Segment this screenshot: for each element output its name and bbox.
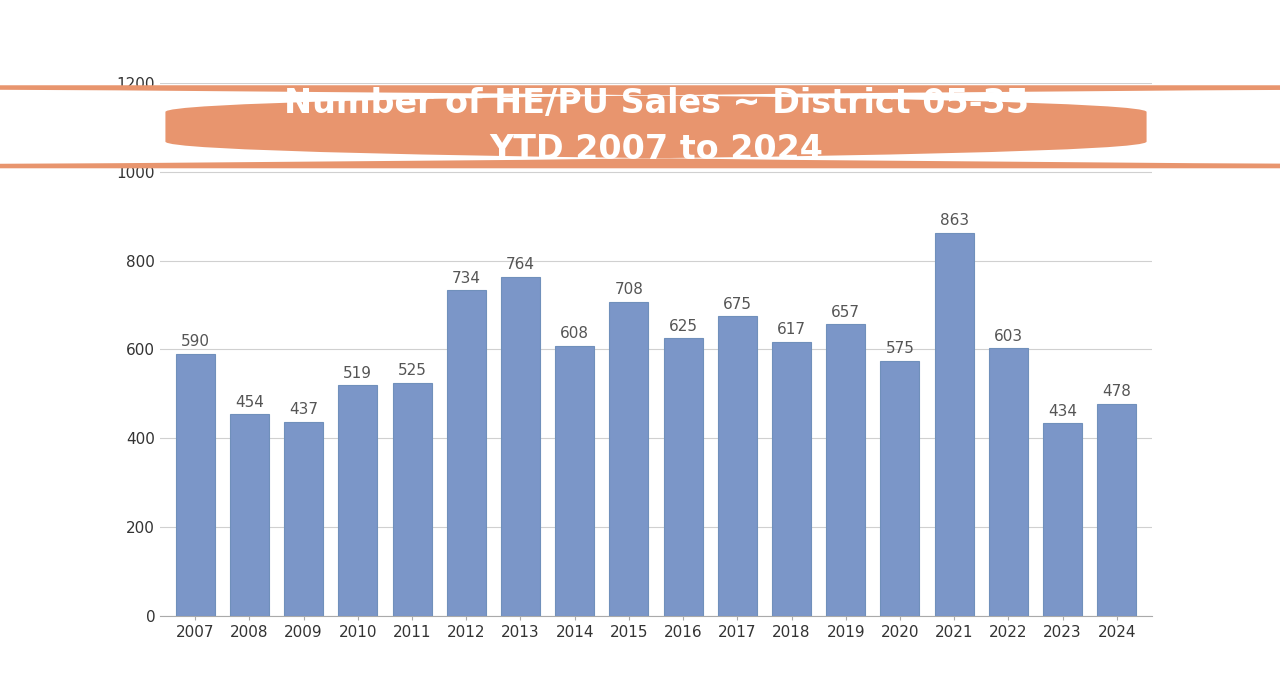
Bar	[284, 422, 323, 616]
Text: 478: 478	[1102, 384, 1132, 399]
Text: 525: 525	[398, 363, 426, 379]
Text: 734: 734	[452, 271, 481, 286]
Text: 657: 657	[831, 304, 860, 320]
Bar	[1043, 424, 1082, 616]
Bar	[230, 415, 269, 616]
Text: 575: 575	[886, 341, 914, 356]
Bar	[663, 338, 703, 616]
FancyBboxPatch shape	[0, 85, 1280, 168]
Text: 454: 454	[236, 395, 264, 410]
Text: 708: 708	[614, 282, 644, 297]
Bar	[500, 277, 540, 616]
Text: 625: 625	[668, 319, 698, 334]
Text: 608: 608	[561, 327, 589, 341]
Text: 519: 519	[343, 366, 372, 381]
Bar	[556, 346, 594, 616]
Bar	[718, 316, 756, 616]
Text: 675: 675	[723, 297, 751, 311]
Bar	[447, 290, 486, 616]
Text: 617: 617	[777, 322, 806, 338]
Bar	[338, 385, 378, 616]
Bar	[989, 348, 1028, 616]
Text: 863: 863	[940, 213, 969, 228]
Text: 434: 434	[1048, 403, 1076, 419]
Text: 603: 603	[993, 329, 1023, 344]
Bar	[934, 233, 974, 616]
Bar	[609, 302, 649, 616]
Bar	[393, 383, 431, 616]
Bar	[772, 342, 812, 616]
Text: 590: 590	[180, 334, 210, 349]
Text: 437: 437	[289, 402, 319, 417]
Text: Number of HE/PU Sales ~ District 05-35
YTD 2007 to 2024: Number of HE/PU Sales ~ District 05-35 Y…	[283, 87, 1029, 166]
Bar	[881, 361, 919, 616]
Bar	[175, 354, 215, 616]
Text: 764: 764	[506, 257, 535, 272]
Bar	[826, 324, 865, 616]
Bar	[1097, 403, 1137, 616]
